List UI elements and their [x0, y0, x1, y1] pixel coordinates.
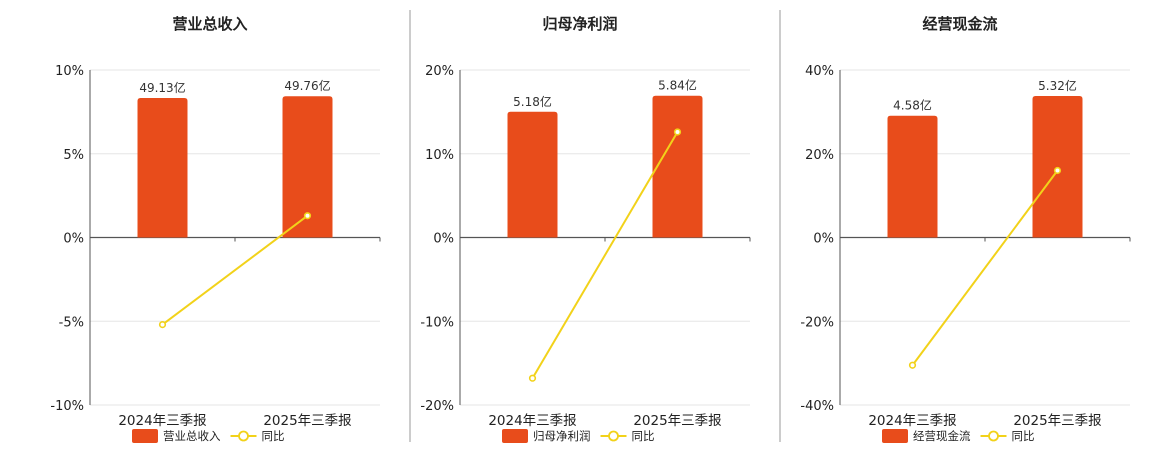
legend-label: 经营现金流	[913, 429, 971, 443]
bar	[887, 115, 938, 238]
x-tick-label: 2024年三季报	[868, 413, 956, 429]
bar-data-label: 49.13亿	[139, 80, 185, 95]
y-tick-label: 10%	[425, 148, 454, 163]
legend-swatch-bar	[502, 429, 528, 443]
y-tick-label: -40%	[800, 399, 834, 414]
legend-label: 同比	[632, 429, 655, 443]
chart-title: 归母净利润	[542, 15, 617, 33]
x-tick-label: 2025年三季报	[633, 413, 721, 429]
legend-swatch-bar	[132, 429, 158, 443]
legend-swatch-point	[988, 430, 999, 442]
y-tick-label: 20%	[805, 148, 834, 163]
y-tick-label: 20%	[425, 64, 454, 79]
legend-label: 同比	[1012, 429, 1035, 443]
yoy-point	[673, 128, 682, 136]
bar	[1032, 96, 1083, 238]
yoy-line	[531, 131, 679, 379]
y-tick-label: 40%	[805, 64, 834, 79]
y-tick-label: 5%	[63, 148, 84, 163]
bar-data-label: 5.32亿	[1038, 78, 1077, 93]
x-tick-label: 2024年三季报	[488, 413, 576, 429]
bar	[137, 98, 188, 238]
bar	[507, 111, 558, 238]
yoy-point	[908, 361, 917, 369]
bar-data-label: 49.76亿	[284, 78, 330, 93]
y-tick-label: 10%	[55, 64, 84, 79]
yoy-point	[528, 374, 537, 382]
legend-label: 归母净利润	[533, 429, 591, 443]
y-tick-label: -20%	[800, 315, 834, 330]
chart-title: 营业总收入	[172, 15, 247, 33]
legend-swatch-point	[238, 430, 249, 442]
x-tick-label: 2024年三季报	[118, 413, 206, 429]
bar	[652, 95, 703, 238]
legend-label: 同比	[262, 429, 285, 443]
y-tick-label: 0%	[813, 232, 834, 247]
y-tick-label: 0%	[63, 232, 84, 247]
bar-data-label: 4.58亿	[893, 98, 932, 113]
bar-data-label: 5.18亿	[513, 94, 552, 109]
yoy-point	[1053, 166, 1062, 175]
bar	[282, 96, 333, 238]
legend-swatch-point	[608, 430, 619, 442]
yoy-point	[158, 321, 167, 329]
legend-label: 营业总收入	[163, 429, 221, 443]
y-tick-label: 0%	[433, 232, 454, 247]
bar-data-label: 5.84亿	[658, 78, 697, 93]
yoy-point	[303, 212, 312, 220]
x-tick-label: 2025年三季报	[263, 413, 351, 429]
y-tick-label: -20%	[420, 399, 454, 414]
x-tick-label: 2025年三季报	[1013, 413, 1101, 429]
yoy-line	[161, 214, 309, 326]
legend-swatch-bar	[882, 429, 908, 443]
chart-title: 经营现金流	[922, 15, 997, 33]
yoy-line	[911, 169, 1059, 366]
y-tick-label: -5%	[59, 315, 84, 330]
y-tick-label: -10%	[420, 315, 454, 330]
y-tick-label: -10%	[50, 399, 84, 414]
